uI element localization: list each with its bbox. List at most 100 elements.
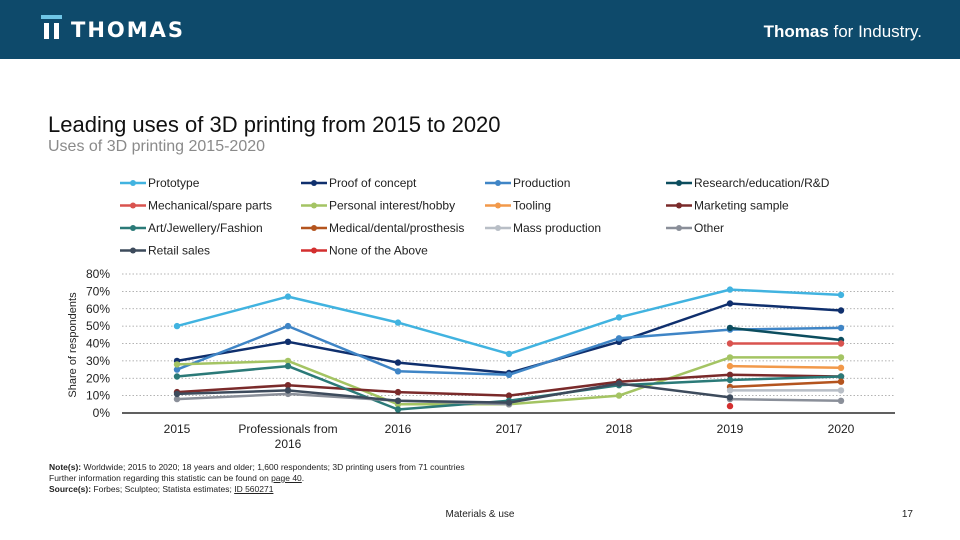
series-retail-sales [173, 380, 734, 406]
series-tooling [726, 362, 845, 371]
data-point[interactable] [173, 366, 181, 373]
data-point[interactable] [837, 373, 845, 380]
data-point[interactable] [837, 378, 845, 385]
data-point[interactable] [615, 392, 623, 399]
legend-item[interactable]: Prototype [120, 176, 200, 190]
data-point[interactable] [173, 390, 181, 398]
legend-item[interactable]: Mechanical/spare parts [120, 199, 272, 213]
x-tick-label: 2016 [385, 422, 412, 436]
legend-item[interactable]: Research/education/R&D [666, 176, 830, 190]
data-point[interactable] [284, 322, 292, 330]
notes-text: Worldwide; 2015 to 2020; 18 years and ol… [81, 462, 465, 472]
data-point[interactable] [837, 307, 845, 314]
data-point[interactable] [837, 397, 845, 404]
legend-label: Prototype [148, 176, 200, 190]
data-point[interactable] [726, 340, 734, 347]
page-link[interactable]: page 40 [271, 473, 302, 483]
thomas-logo[interactable]: THOMAS [41, 12, 185, 42]
legend-item[interactable]: Personal interest/hobby [301, 199, 455, 213]
data-point[interactable] [837, 324, 845, 332]
data-point[interactable] [726, 376, 734, 384]
data-point[interactable] [837, 387, 845, 394]
legend-swatch-marker [130, 225, 136, 231]
y-tick-label: 20% [86, 371, 110, 385]
y-tick-label: 70% [86, 284, 110, 298]
data-point[interactable] [615, 314, 623, 321]
data-point[interactable] [837, 291, 845, 299]
legend-label: Marketing sample [694, 199, 789, 213]
data-point[interactable] [394, 319, 402, 326]
data-point[interactable] [837, 340, 845, 347]
chart-notes: Note(s): Worldwide; 2015 to 2020; 18 yea… [49, 462, 465, 495]
data-point[interactable] [284, 338, 292, 345]
data-point[interactable] [505, 371, 513, 378]
legend-item[interactable]: Proof of concept [301, 176, 417, 190]
data-point[interactable] [394, 406, 402, 413]
legend-swatch-marker [311, 180, 317, 186]
series-mechanical-spare-parts [726, 340, 845, 347]
legend-label: Mechanical/spare parts [148, 199, 272, 213]
y-tick-label: 10% [86, 389, 110, 403]
legend-label: Other [694, 221, 724, 235]
data-point[interactable] [284, 357, 292, 365]
data-point[interactable] [173, 322, 181, 330]
data-point[interactable] [726, 362, 734, 370]
data-point[interactable] [837, 354, 845, 361]
page-number: 17 [901, 509, 913, 520]
data-point[interactable] [505, 392, 513, 399]
further-info-line: Further information regarding this stati… [49, 473, 465, 484]
data-point[interactable] [284, 382, 292, 389]
data-point[interactable] [726, 354, 734, 361]
legend-item[interactable]: Medical/dental/prosthesis [301, 221, 464, 235]
data-point[interactable] [173, 373, 181, 380]
legend-item[interactable]: Art/Jewellery/Fashion [120, 221, 263, 235]
legend-item[interactable]: None of the Above [301, 244, 428, 258]
legend-item[interactable]: Marketing sample [666, 199, 789, 213]
data-point[interactable] [394, 397, 402, 404]
data-point[interactable] [284, 362, 292, 370]
data-point[interactable] [284, 293, 292, 300]
legend-item[interactable]: Mass production [485, 221, 601, 235]
legend-label: Production [513, 176, 570, 190]
legend-item[interactable]: Retail sales [120, 244, 210, 258]
legend-label: Mass production [513, 221, 601, 235]
data-point[interactable] [726, 286, 734, 293]
source-id-link[interactable]: ID 560271 [234, 484, 274, 494]
chart-series [173, 286, 845, 413]
data-point[interactable] [615, 380, 623, 387]
legend-item[interactable]: Other [666, 221, 724, 235]
legend-item[interactable]: Tooling [485, 199, 551, 213]
data-point[interactable] [505, 350, 513, 358]
legend-swatch-marker [311, 225, 317, 231]
data-point[interactable] [394, 368, 402, 375]
x-tick-label: 2019 [717, 422, 744, 436]
legend-swatch-marker [495, 225, 501, 231]
data-point[interactable] [394, 359, 402, 366]
data-point[interactable] [173, 395, 181, 403]
data-point[interactable] [505, 399, 513, 406]
data-point[interactable] [726, 300, 734, 307]
data-point[interactable] [726, 324, 734, 332]
data-point[interactable] [615, 335, 623, 342]
legend-swatch-marker [495, 180, 501, 186]
data-point[interactable] [726, 387, 734, 394]
legend-label: Research/education/R&D [694, 176, 830, 190]
data-point[interactable] [726, 394, 734, 401]
legend-swatch-marker [676, 202, 682, 209]
series-line [729, 364, 842, 370]
tagline: Thomas for Industry. [764, 22, 922, 42]
data-point[interactable] [284, 387, 292, 394]
data-point[interactable] [837, 364, 845, 371]
tagline-rest: for Industry. [828, 22, 923, 41]
legend-label: Proof of concept [329, 176, 417, 190]
data-point[interactable] [394, 388, 402, 396]
data-point[interactable] [726, 402, 734, 410]
chart-legend: Prototype Proof of concept Production Resea… [120, 176, 830, 258]
data-point[interactable] [173, 361, 181, 368]
data-point[interactable] [726, 371, 734, 378]
y-tick-label: 60% [86, 302, 110, 316]
tagline-bold: Thomas [763, 22, 829, 41]
series-line [176, 382, 731, 404]
legend-item[interactable]: Production [485, 176, 570, 190]
x-tick-label: Professionals from [238, 422, 337, 436]
